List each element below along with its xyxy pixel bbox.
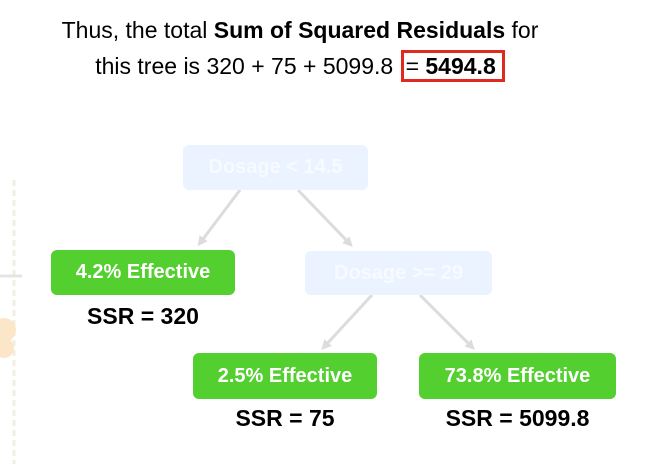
caption-bold-term: Sum of Squared Residuals	[213, 17, 506, 43]
caption-line-1-prefix: Thus, the total	[61, 17, 214, 43]
total-equals: =	[405, 53, 426, 79]
total-value: 5494.8	[425, 53, 496, 79]
edge-mid-to-leaf-right	[418, 293, 475, 350]
leaf-node-left: 4.2% Effective	[51, 250, 235, 295]
partial-plot-decoration	[0, 180, 22, 464]
edge-root-to-left	[197, 189, 242, 247]
edge-root-to-mid	[296, 188, 353, 247]
caption-line-1: Thus, the total Sum of Squared Residuals…	[0, 15, 600, 45]
leaf-node-right: 73.8% Effective	[419, 353, 616, 399]
root-node: Dosage < 14.5	[183, 145, 368, 190]
internal-node: Dosage >= 29	[305, 251, 492, 295]
caption-line-2: this tree is 320 + 75 + 5099.8 = 5494.8	[0, 50, 600, 82]
total-highlight-box: = 5494.8	[400, 50, 505, 82]
ssr-middle: SSR = 75	[235, 405, 335, 431]
caption-line-1-suffix: for	[505, 17, 539, 43]
leaf-node-middle: 2.5% Effective	[193, 353, 377, 399]
caption-line-2-prefix: this tree is 320 + 75 + 5099.8	[95, 53, 400, 79]
edge-mid-to-leaf-mid	[321, 293, 374, 350]
ssr-left: SSR = 320	[87, 303, 199, 329]
ssr-right: SSR = 5099.8	[445, 405, 590, 431]
